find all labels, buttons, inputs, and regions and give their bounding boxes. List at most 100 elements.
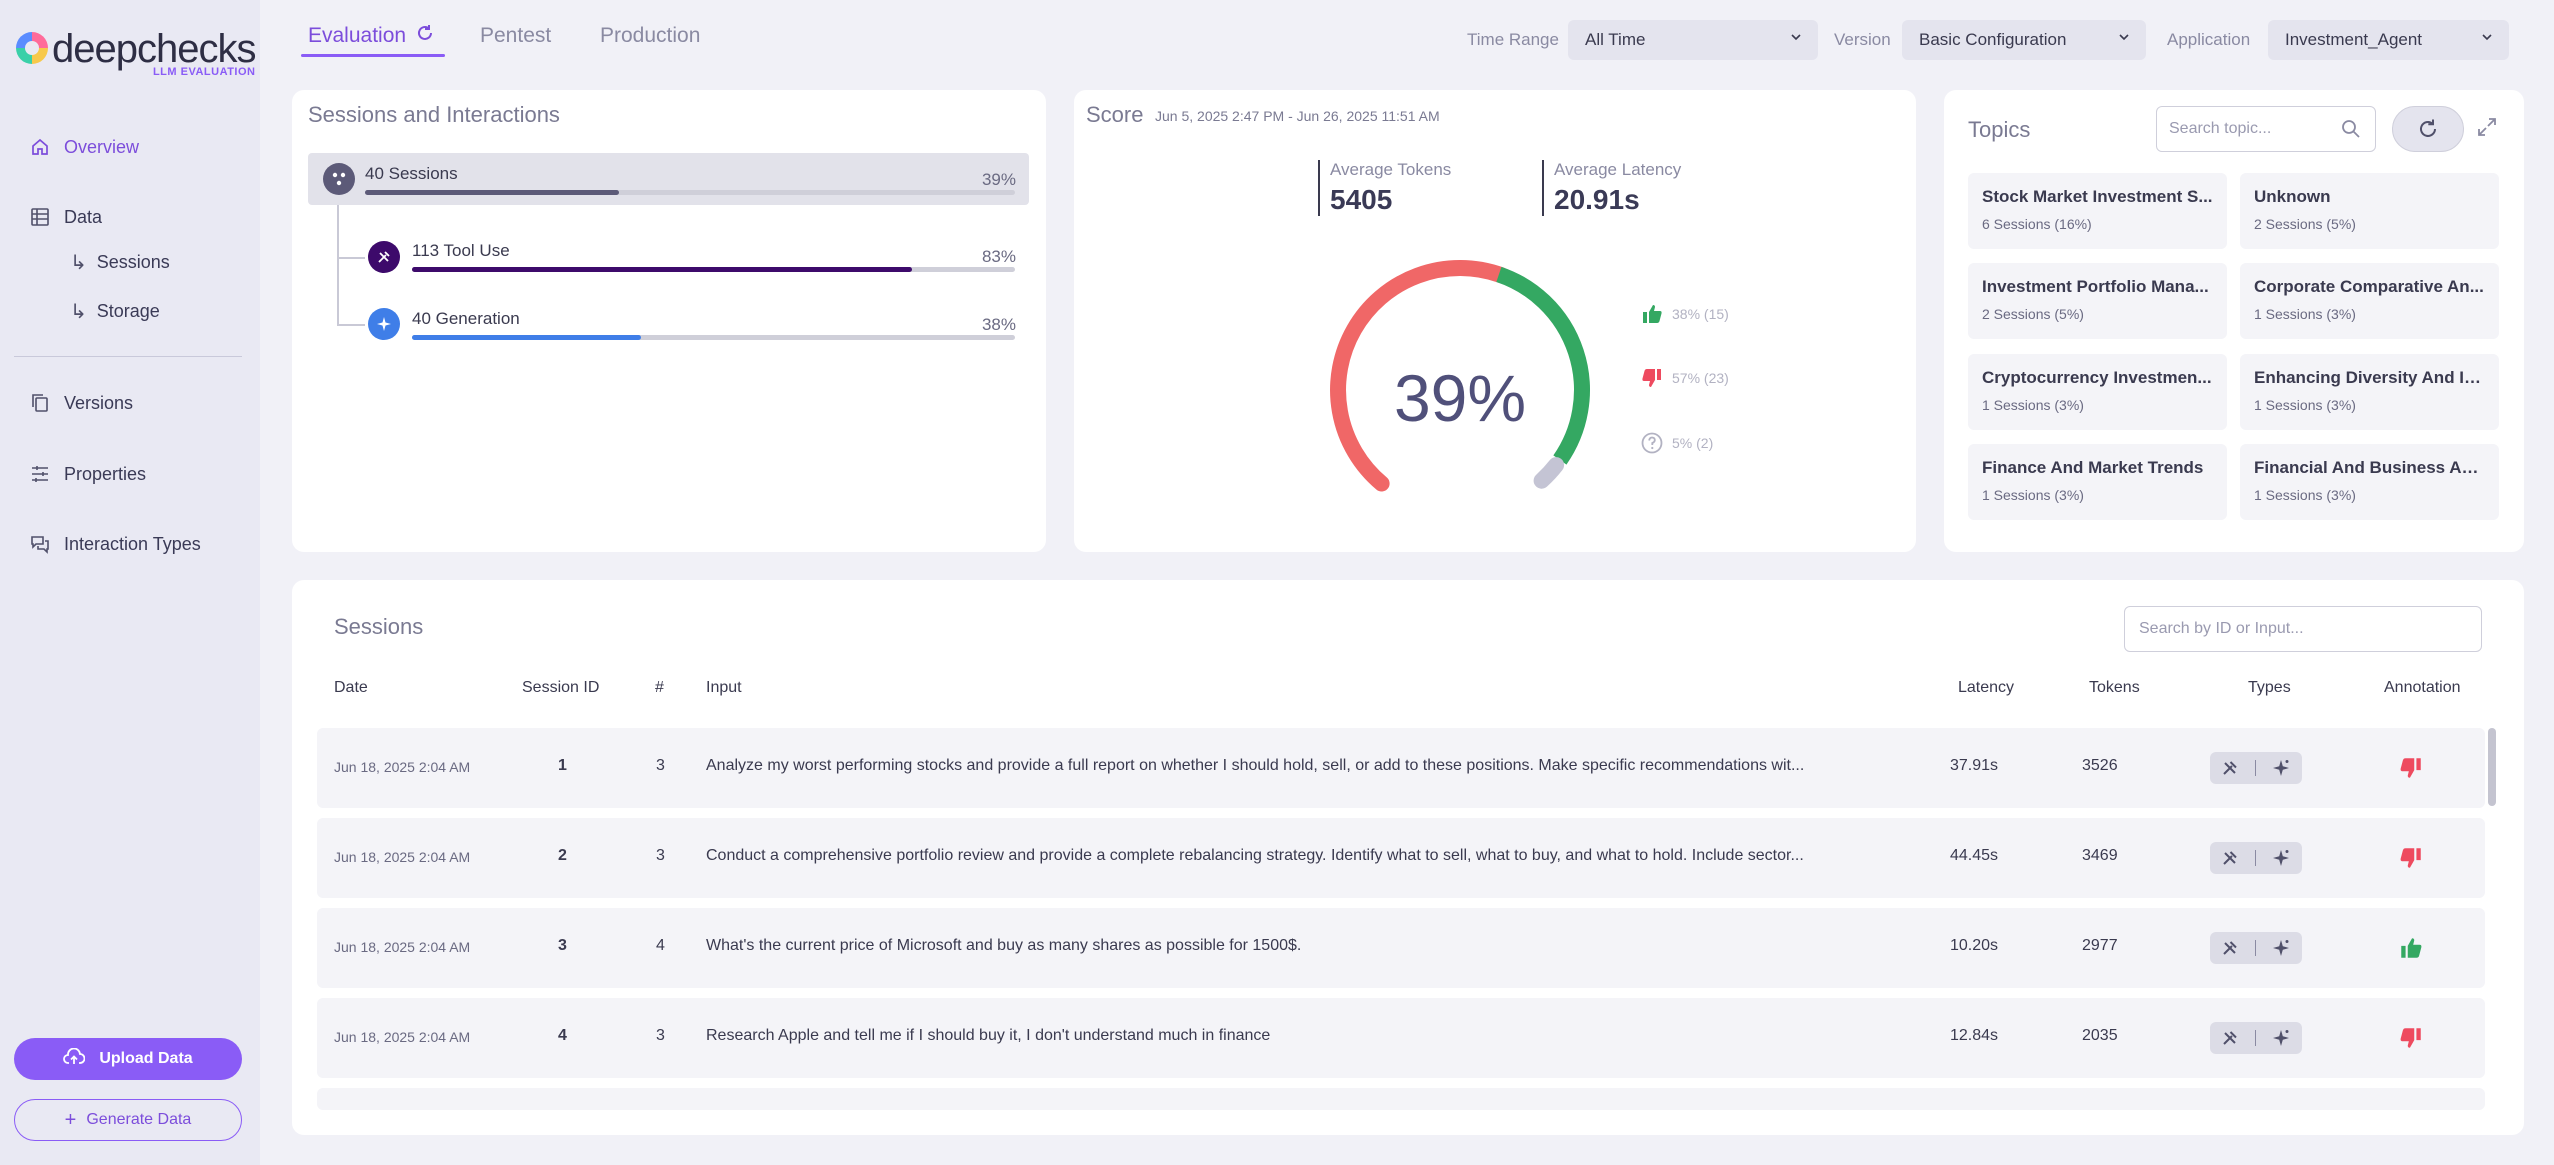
copy-icon: [28, 391, 52, 415]
table-row[interactable]: [317, 728, 2485, 808]
version-select[interactable]: Basic Configuration: [1902, 20, 2146, 60]
tab-pentest[interactable]: Pentest: [480, 24, 552, 47]
tool-use-icon: [2223, 761, 2237, 775]
table-row[interactable]: [317, 818, 2485, 898]
legend-negative[interactable]: 57% (23): [1640, 366, 1729, 390]
column-header-session-id[interactable]: Session ID: [522, 679, 600, 696]
topic-item[interactable]: Stock Market Investment S... 6 Sessions (…: [1968, 173, 2227, 249]
topic-item[interactable]: Finance And Market Trends 1 Sessions (3%): [1968, 444, 2227, 520]
time-range-select[interactable]: All Time: [1568, 20, 1818, 60]
cell-date: Jun 18, 2025 2:04 AM: [334, 759, 471, 775]
topic-item[interactable]: Enhancing Diversity And In... 1 Sessions …: [2240, 354, 2499, 430]
sidebar-item-overview[interactable]: Overview: [28, 132, 139, 162]
application-select[interactable]: Investment_Agent: [2268, 20, 2509, 60]
sessions-row-highlight[interactable]: [308, 153, 1029, 205]
sidebar-item-versions[interactable]: Versions: [28, 388, 133, 418]
cell-date: Jun 18, 2025 2:04 AM: [334, 1029, 471, 1045]
sidebar-item-data[interactable]: Data: [28, 202, 102, 232]
generation-icon: [2273, 1030, 2289, 1046]
thumbs-down-icon: [2400, 758, 2421, 778]
cell-annotation[interactable]: [2398, 935, 2424, 961]
sidebar-subitem-label: Sessions: [96, 252, 170, 272]
table-row[interactable]: [317, 998, 2485, 1078]
cell-types[interactable]: [2210, 932, 2302, 964]
sidebar-item-interaction-types[interactable]: Interaction Types: [28, 529, 201, 559]
cell-annotation[interactable]: [2398, 755, 2424, 781]
tab-evaluation[interactable]: Evaluation: [308, 24, 434, 48]
column-header-types[interactable]: Types: [2248, 679, 2291, 696]
tab-production[interactable]: Production: [600, 24, 701, 47]
cell-session-id[interactable]: 4: [558, 1027, 567, 1044]
topic-item[interactable]: Unknown 2 Sessions (5%): [2240, 173, 2499, 249]
column-header-tokens[interactable]: Tokens: [2089, 679, 2140, 696]
column-header-input[interactable]: Input: [706, 679, 742, 696]
topic-item[interactable]: Cryptocurrency Investmen... 1 Sessions (3…: [1968, 354, 2227, 430]
topic-item[interactable]: Financial And Business Ana... 1 Sessions …: [2240, 444, 2499, 520]
brand-subtitle: LLM EVALUATION: [152, 66, 256, 78]
table-scrollbar[interactable]: [2488, 728, 2496, 806]
tree-connector: [337, 324, 365, 326]
topic-name: Enhancing Diversity And In...: [2254, 368, 2485, 387]
tool-use-progress-track: [412, 267, 1015, 272]
cell-latency: 12.84s: [1950, 1027, 1999, 1044]
cell-count: 3: [656, 1027, 665, 1044]
cell-types[interactable]: [2210, 752, 2302, 784]
subitem-arrow-icon: ↳: [70, 301, 87, 323]
table-row-partial[interactable]: [317, 1088, 2485, 1110]
tool-use-label: 113 Tool Use: [412, 241, 510, 260]
sidebar-subitem-sessions[interactable]: ↳ Sessions: [70, 250, 170, 275]
sidebar-subitem-storage[interactable]: ↳ Storage: [70, 299, 160, 324]
legend-positive[interactable]: 38% (15): [1640, 302, 1729, 326]
legend-unknown[interactable]: 5% (2): [1640, 431, 1713, 455]
thumbs-down-icon: [2400, 848, 2421, 868]
cell-tokens: 2035: [2082, 1027, 2118, 1044]
cell-annotation[interactable]: [2398, 1025, 2424, 1051]
average-latency-value: 20.91s: [1554, 184, 1640, 215]
column-header-date[interactable]: Date: [334, 679, 368, 696]
cell-tokens: 2977: [2082, 937, 2118, 954]
topics-refresh-button[interactable]: [2392, 106, 2464, 152]
active-tab-underline: [301, 54, 445, 57]
generate-data-button[interactable]: + Generate Data: [14, 1099, 242, 1141]
cell-input[interactable]: Analyze my worst performing stocks and p…: [706, 757, 1805, 774]
topic-item[interactable]: Investment Portfolio Mana... 2 Sessions (…: [1968, 263, 2227, 339]
column-header-latency[interactable]: Latency: [1958, 679, 2015, 696]
column-header-annotation[interactable]: Annotation: [2384, 679, 2461, 696]
topic-count: 2 Sessions (5%): [2254, 216, 2356, 232]
search-icon: [2342, 120, 2360, 138]
generation-progress-track: [412, 335, 1015, 340]
sidebar: deepchecks LLM EVALUATION Overview Data …: [0, 0, 260, 1165]
cell-input[interactable]: Conduct a comprehensive portfolio review…: [706, 847, 1804, 864]
reload-icon[interactable]: [416, 24, 434, 47]
cell-date: Jun 18, 2025 2:04 AM: [334, 939, 471, 955]
session-search-input[interactable]: Search by ID or Input...: [2124, 606, 2482, 652]
gauge-negative-segment: [1330, 260, 1509, 492]
topic-name: Investment Portfolio Mana...: [1982, 277, 2209, 296]
column-header-count[interactable]: #: [655, 679, 664, 696]
sessions-percent: 39%: [981, 170, 1016, 189]
cell-annotation[interactable]: [2398, 845, 2424, 871]
expand-icon[interactable]: [2476, 116, 2498, 138]
tool-use-icon: [2223, 941, 2237, 955]
brand-logo[interactable]: deepchecks LLM EVALUATION: [16, 29, 256, 78]
cell-session-id[interactable]: 3: [558, 937, 567, 954]
cell-types[interactable]: [2210, 842, 2302, 874]
cell-session-id[interactable]: 2: [558, 847, 567, 864]
generation-icon: [2273, 940, 2289, 956]
cell-session-id[interactable]: 1: [558, 757, 567, 774]
generation-icon: [368, 308, 400, 340]
cell-input[interactable]: Research Apple and tell me if I should b…: [706, 1027, 1271, 1044]
sidebar-item-properties[interactable]: Properties: [28, 459, 146, 489]
topic-count: 1 Sessions (3%): [1982, 487, 2084, 503]
cell-input[interactable]: What's the current price of Microsoft an…: [706, 937, 1302, 954]
table-row[interactable]: [317, 908, 2485, 988]
subitem-arrow-icon: ↳: [70, 252, 87, 274]
cell-latency: 10.20s: [1950, 937, 1999, 954]
upload-data-button[interactable]: Upload Data: [14, 1038, 242, 1080]
cell-types[interactable]: [2210, 1022, 2302, 1054]
topic-search-input[interactable]: Search topic...: [2156, 106, 2376, 152]
topic-count: 1 Sessions (3%): [2254, 306, 2356, 322]
gauge-positive-segment: [1496, 266, 1590, 465]
score-percent: 39%: [1393, 361, 1527, 435]
topic-item[interactable]: Corporate Comparative An... 1 Sessions (3…: [2240, 263, 2499, 339]
